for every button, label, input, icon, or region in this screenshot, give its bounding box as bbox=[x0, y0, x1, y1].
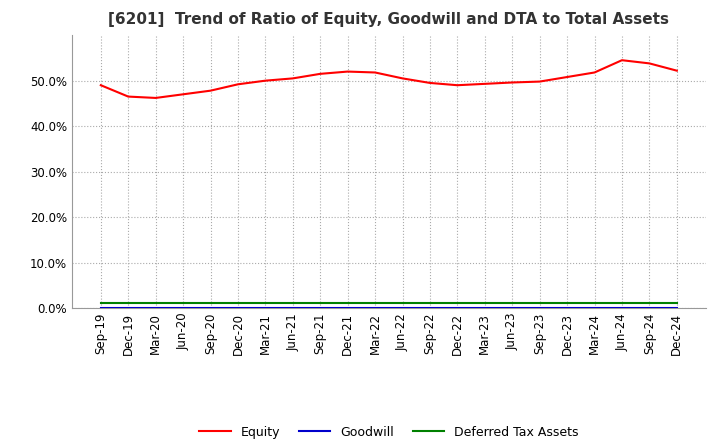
Deferred Tax Assets bbox=[618, 301, 626, 306]
Deferred Tax Assets bbox=[96, 301, 105, 306]
Equity bbox=[618, 58, 626, 63]
Goodwill bbox=[645, 305, 654, 310]
Legend: Equity, Goodwill, Deferred Tax Assets: Equity, Goodwill, Deferred Tax Assets bbox=[194, 421, 583, 440]
Equity bbox=[179, 92, 187, 97]
Equity bbox=[261, 78, 270, 83]
Goodwill bbox=[124, 305, 132, 310]
Deferred Tax Assets bbox=[124, 301, 132, 306]
Goodwill bbox=[179, 305, 187, 310]
Goodwill bbox=[398, 305, 407, 310]
Deferred Tax Assets bbox=[261, 301, 270, 306]
Goodwill bbox=[316, 305, 325, 310]
Title: [6201]  Trend of Ratio of Equity, Goodwill and DTA to Total Assets: [6201] Trend of Ratio of Equity, Goodwil… bbox=[108, 12, 670, 27]
Deferred Tax Assets bbox=[672, 301, 681, 306]
Deferred Tax Assets bbox=[508, 301, 516, 306]
Equity bbox=[233, 82, 242, 87]
Goodwill bbox=[508, 305, 516, 310]
Deferred Tax Assets bbox=[590, 301, 599, 306]
Goodwill bbox=[480, 305, 489, 310]
Deferred Tax Assets bbox=[289, 301, 297, 306]
Equity bbox=[289, 76, 297, 81]
Deferred Tax Assets bbox=[536, 301, 544, 306]
Goodwill bbox=[426, 305, 434, 310]
Equity bbox=[645, 61, 654, 66]
Equity bbox=[124, 94, 132, 99]
Deferred Tax Assets bbox=[371, 301, 379, 306]
Deferred Tax Assets bbox=[563, 301, 572, 306]
Deferred Tax Assets bbox=[206, 301, 215, 306]
Line: Equity: Equity bbox=[101, 60, 677, 98]
Goodwill bbox=[453, 305, 462, 310]
Deferred Tax Assets bbox=[316, 301, 325, 306]
Equity bbox=[426, 80, 434, 85]
Goodwill bbox=[563, 305, 572, 310]
Deferred Tax Assets bbox=[453, 301, 462, 306]
Equity bbox=[563, 74, 572, 80]
Equity bbox=[508, 80, 516, 85]
Equity bbox=[316, 71, 325, 77]
Goodwill bbox=[343, 305, 352, 310]
Equity bbox=[590, 70, 599, 75]
Equity bbox=[453, 83, 462, 88]
Equity bbox=[480, 81, 489, 87]
Goodwill bbox=[206, 305, 215, 310]
Deferred Tax Assets bbox=[343, 301, 352, 306]
Equity bbox=[672, 68, 681, 73]
Equity bbox=[151, 95, 160, 101]
Deferred Tax Assets bbox=[480, 301, 489, 306]
Deferred Tax Assets bbox=[398, 301, 407, 306]
Equity bbox=[536, 79, 544, 84]
Equity bbox=[343, 69, 352, 74]
Equity bbox=[96, 83, 105, 88]
Goodwill bbox=[289, 305, 297, 310]
Goodwill bbox=[371, 305, 379, 310]
Goodwill bbox=[590, 305, 599, 310]
Equity bbox=[398, 76, 407, 81]
Deferred Tax Assets bbox=[179, 301, 187, 306]
Goodwill bbox=[618, 305, 626, 310]
Goodwill bbox=[672, 305, 681, 310]
Goodwill bbox=[536, 305, 544, 310]
Goodwill bbox=[96, 305, 105, 310]
Deferred Tax Assets bbox=[151, 301, 160, 306]
Goodwill bbox=[151, 305, 160, 310]
Equity bbox=[206, 88, 215, 93]
Goodwill bbox=[261, 305, 270, 310]
Deferred Tax Assets bbox=[645, 301, 654, 306]
Equity bbox=[371, 70, 379, 75]
Deferred Tax Assets bbox=[426, 301, 434, 306]
Deferred Tax Assets bbox=[233, 301, 242, 306]
Goodwill bbox=[233, 305, 242, 310]
